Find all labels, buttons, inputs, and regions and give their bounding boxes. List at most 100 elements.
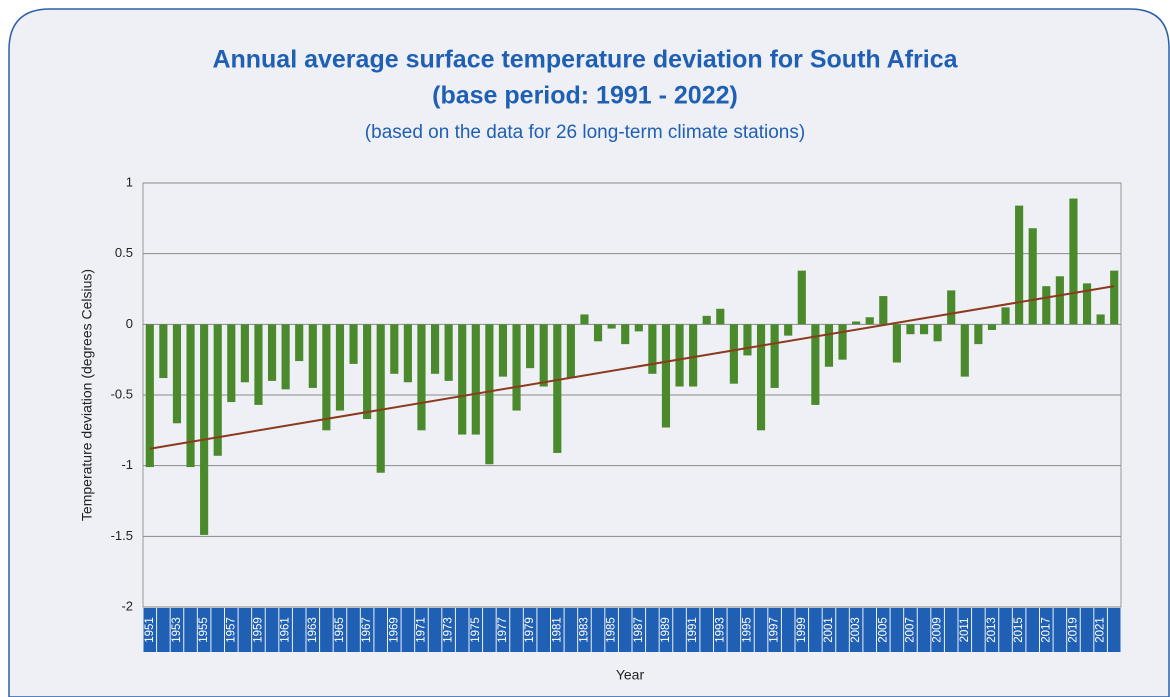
- x-tick-label: 1985: [606, 617, 618, 643]
- bar: [852, 321, 861, 325]
- x-tick-label: 1957: [225, 617, 237, 643]
- bar: [566, 324, 575, 379]
- bar: [797, 270, 806, 325]
- year-box: [564, 608, 578, 652]
- year-box: [795, 608, 809, 652]
- year-box: [225, 608, 238, 652]
- bar: [200, 324, 209, 535]
- year-box: [265, 608, 279, 652]
- bar: [498, 324, 508, 377]
- year-box: [863, 608, 876, 652]
- x-tick-label: 1989: [660, 617, 672, 643]
- bar: [526, 324, 535, 369]
- year-box: [809, 608, 822, 652]
- chart-title-line2: (base period: 1991 - 2022): [432, 82, 738, 110]
- x-tick-label: 1977: [497, 617, 509, 643]
- year-box: [1012, 608, 1026, 652]
- bar: [159, 324, 168, 379]
- bar: [349, 324, 358, 364]
- year-box: [768, 608, 781, 652]
- year-box: [836, 608, 849, 652]
- year-box: [415, 608, 428, 652]
- y-tick-label: -0.5: [111, 386, 133, 401]
- year-box: [849, 608, 863, 652]
- x-tick-label: 2019: [1067, 617, 1079, 643]
- x-tick-label: 1969: [388, 617, 400, 643]
- x-tick-label: 2001: [823, 617, 835, 643]
- y-tick-label: 0.5: [115, 245, 133, 260]
- bar: [648, 324, 657, 374]
- bar: [363, 324, 372, 420]
- x-tick-label: 1995: [741, 617, 753, 643]
- bar: [322, 324, 331, 431]
- year-box: [157, 608, 170, 652]
- bar: [295, 324, 304, 362]
- x-tick-label: 2011: [959, 618, 971, 643]
- year-box: [646, 608, 659, 652]
- year-box: [401, 608, 415, 652]
- x-tick-label: 2003: [850, 617, 862, 643]
- bar: [227, 324, 236, 403]
- x-tick-label: 1965: [334, 617, 346, 643]
- y-axis-label: Temperature deviation (degrees Celsius): [79, 269, 95, 521]
- bar: [784, 324, 793, 336]
- year-box: [632, 608, 646, 652]
- bar: [756, 324, 766, 431]
- y-tick-label: 1: [126, 174, 133, 189]
- year-box: [1067, 608, 1080, 652]
- year-box: [877, 608, 890, 652]
- bar: [960, 324, 969, 377]
- bar: [1055, 276, 1064, 325]
- year-box: [944, 608, 958, 652]
- bar: [1110, 270, 1119, 325]
- bar: [1015, 205, 1024, 325]
- year-box: [333, 608, 347, 652]
- year-box: [292, 608, 306, 652]
- bar: [933, 324, 942, 342]
- year-box: [279, 608, 292, 652]
- year-box: [958, 608, 972, 652]
- x-tick-label: 1979: [524, 617, 536, 643]
- bar: [512, 324, 521, 411]
- bar: [267, 324, 277, 381]
- x-tick-label: 1971: [415, 617, 427, 643]
- bar: [729, 324, 738, 384]
- bar: [593, 324, 603, 342]
- year-box: [917, 608, 931, 652]
- year-box: [143, 608, 157, 652]
- year-box: [523, 608, 537, 652]
- year-box: [442, 608, 455, 652]
- x-tick-label: 2015: [1013, 617, 1025, 643]
- year-box: [1026, 608, 1039, 652]
- x-tick-label: 1953: [171, 617, 183, 643]
- bar: [254, 324, 263, 405]
- bar: [621, 324, 630, 345]
- bar: [335, 324, 345, 411]
- year-box: [347, 608, 360, 652]
- year-box: [605, 608, 618, 652]
- year-box: [252, 608, 265, 652]
- bar: [811, 324, 820, 405]
- frame: [8, 8, 1170, 697]
- x-tick-label: 2007: [904, 617, 916, 643]
- year-box: [781, 608, 795, 652]
- x-tick-label: 1963: [307, 617, 319, 643]
- year-box: [184, 608, 197, 652]
- bar: [906, 324, 915, 335]
- bar: [213, 324, 222, 456]
- year-box: [754, 608, 768, 652]
- year-box: [618, 608, 632, 652]
- x-tick-label: 2021: [1095, 617, 1107, 643]
- bar: [281, 324, 290, 390]
- x-tick-label: 1973: [443, 617, 455, 643]
- year-box: [483, 608, 496, 652]
- bar: [879, 296, 888, 325]
- x-axis-label: Year: [616, 667, 645, 683]
- year-box: [673, 608, 686, 652]
- bar: [471, 324, 480, 435]
- x-tick-label: 2005: [877, 617, 889, 643]
- bar: [417, 324, 426, 431]
- bar: [1001, 307, 1010, 325]
- bar: [892, 324, 901, 363]
